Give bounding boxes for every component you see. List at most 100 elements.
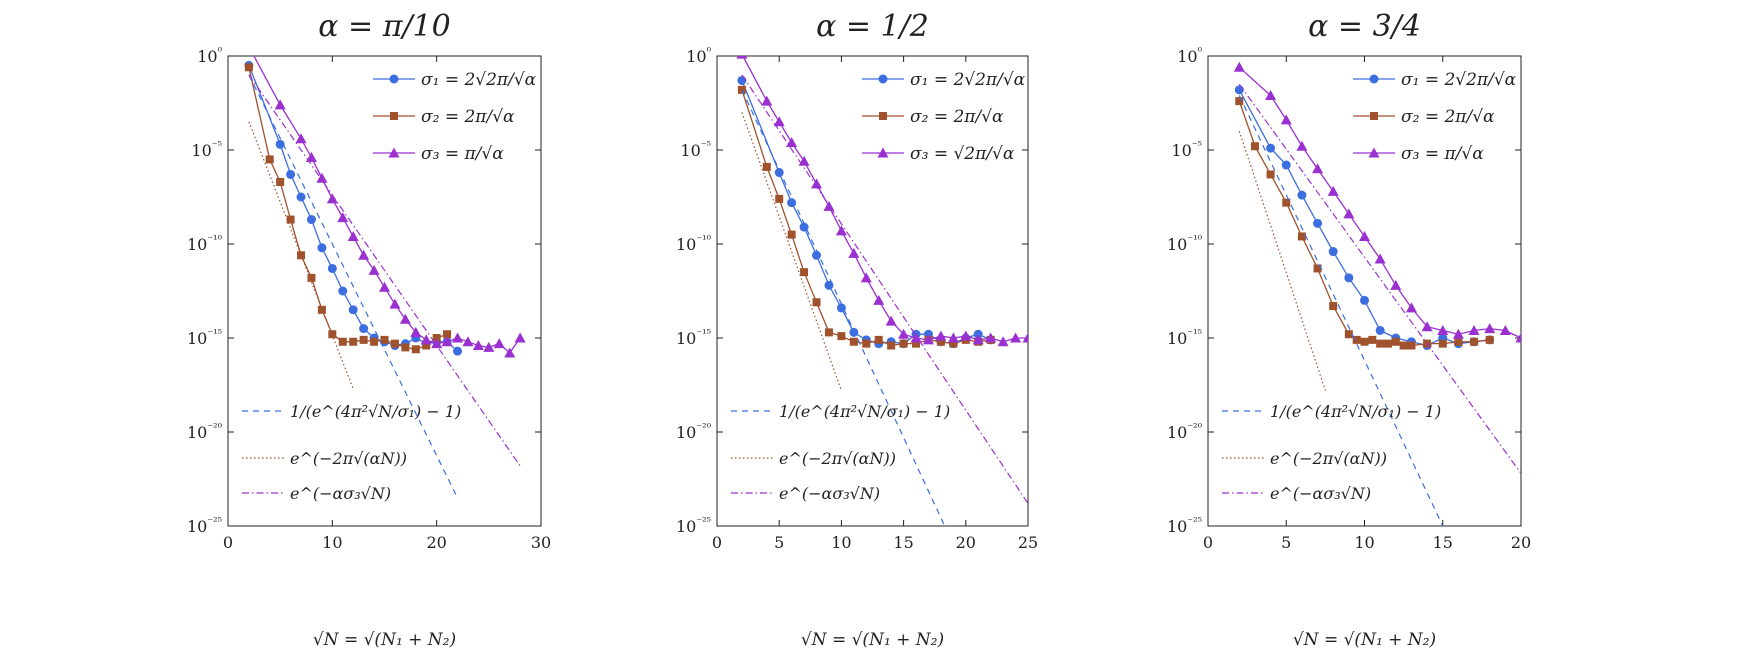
data-point <box>431 338 443 349</box>
y-tick-label: 10⁻¹⁵ <box>1167 327 1202 348</box>
panel-title: α = π/10 <box>318 9 450 44</box>
y-tick-label: 10⁻⁵ <box>680 139 711 160</box>
data-point <box>1234 85 1244 95</box>
legend-marker <box>389 74 399 84</box>
data-point <box>326 193 338 204</box>
chart-panel-3: α = 3/4 10⁰ 10⁻⁵ 10⁻¹⁰ 10⁻¹⁵ 10⁻²⁰ 10⁻²⁵0 5 10 15… <box>1167 9 1531 650</box>
data-point <box>848 247 860 258</box>
data-point <box>1344 273 1354 283</box>
legend-marker <box>390 112 398 120</box>
data-point <box>401 343 410 352</box>
x-tick-label: 5 <box>1281 533 1291 552</box>
legend-marker <box>1368 147 1380 158</box>
data-point <box>922 334 934 345</box>
data-point <box>296 192 306 202</box>
data-point <box>275 139 285 149</box>
x-tick-label: 10 <box>1354 533 1374 552</box>
data-point <box>453 346 463 356</box>
data-point <box>985 332 997 343</box>
data-point <box>1470 337 1479 346</box>
data-point <box>836 303 846 313</box>
data-point <box>910 332 922 343</box>
series-line-4 <box>1238 95 1444 526</box>
data-point <box>297 251 306 260</box>
series-line-2 <box>741 89 991 347</box>
data-point <box>1343 208 1355 219</box>
data-point <box>358 249 370 260</box>
data-point <box>1360 337 1369 346</box>
data-point <box>874 335 883 344</box>
data-point <box>348 305 358 315</box>
data-point <box>972 334 984 345</box>
series-line-2 <box>248 67 448 350</box>
legend-bottom-left: 1/(e^(4π²√N/σ₁) − 1) e^(−2π√(αN)) e^(−ασ₃√… <box>1222 402 1441 503</box>
data-point <box>1438 339 1447 348</box>
data-point <box>1233 61 1245 72</box>
legend-label: σ₁ = 2√2π/√α <box>1401 70 1517 90</box>
legend-label: e^(−2π√(αN)) <box>290 449 407 468</box>
legend-label: 1/(e^(4π²√N/σ₁) − 1) <box>779 402 950 421</box>
x-tick-label: 0 <box>712 533 722 552</box>
data-point <box>514 332 526 343</box>
legend-label: 1/(e^(4π²√N/σ₁) − 1) <box>1270 402 1441 421</box>
data-point <box>274 99 286 110</box>
data-point <box>1010 332 1022 343</box>
series-line-3 <box>742 56 1028 343</box>
plot-frame <box>716 55 1029 527</box>
data-point <box>410 326 422 337</box>
series-line-4 <box>248 74 459 499</box>
legend-bottom-left: 1/(e^(4π²√N/σ₁) − 1) e^(−2π√(αN)) e^(−ασ₃√… <box>242 402 461 503</box>
data-point <box>349 337 358 346</box>
legend-label: e^(−ασ₃√N) <box>1270 484 1371 503</box>
data-point <box>370 337 379 346</box>
data-point <box>244 63 253 72</box>
data-point <box>399 313 411 324</box>
data-point <box>1312 163 1324 174</box>
data-point <box>1296 140 1308 151</box>
series-line-5 <box>1238 131 1326 391</box>
data-point <box>1391 337 1400 346</box>
data-point <box>1484 323 1496 334</box>
data-point <box>1297 190 1307 200</box>
data-point <box>390 339 399 348</box>
series-line-3 <box>253 56 521 354</box>
panel-title: α = 3/4 <box>1308 9 1421 44</box>
data-point <box>286 169 296 179</box>
data-point <box>1282 198 1291 207</box>
data-point <box>389 298 401 309</box>
data-point <box>443 330 452 339</box>
data-point <box>799 222 809 232</box>
x-tick-label: 20 <box>426 533 446 552</box>
y-tick-label: 10⁰ <box>197 45 222 66</box>
data-point <box>835 225 847 236</box>
legend-label: σ₂ = 2π/√α <box>421 107 515 127</box>
x-tick-label: 15 <box>893 533 913 552</box>
data-point <box>1421 321 1433 332</box>
y-tick-label: 10⁻¹⁰ <box>187 233 223 254</box>
data-point <box>1352 335 1361 344</box>
legend-label: e^(−ασ₃√N) <box>779 484 880 503</box>
data-point <box>912 339 921 348</box>
data-point <box>862 339 871 348</box>
data-point <box>812 298 821 307</box>
data-point <box>1329 302 1338 311</box>
data-point <box>997 336 1009 347</box>
x-tick-label: 25 <box>1018 533 1038 552</box>
data-point <box>1376 339 1385 348</box>
data-point <box>798 155 810 166</box>
data-point <box>420 334 432 345</box>
data-point <box>411 345 420 354</box>
y-tick-label: 10⁻²⁵ <box>1167 515 1202 536</box>
data-point <box>960 330 972 341</box>
y-tick-label: 10⁻²⁰ <box>187 421 223 442</box>
data-point <box>849 327 859 337</box>
legend-label: σ₂ = 2π/√α <box>910 107 1004 127</box>
data-point <box>504 347 516 358</box>
data-point <box>774 168 784 178</box>
data-point <box>823 200 835 211</box>
data-point <box>1375 325 1385 335</box>
data-point <box>786 136 798 147</box>
y-tick-label: 10⁻⁵ <box>191 139 222 160</box>
data-point <box>1485 335 1494 344</box>
